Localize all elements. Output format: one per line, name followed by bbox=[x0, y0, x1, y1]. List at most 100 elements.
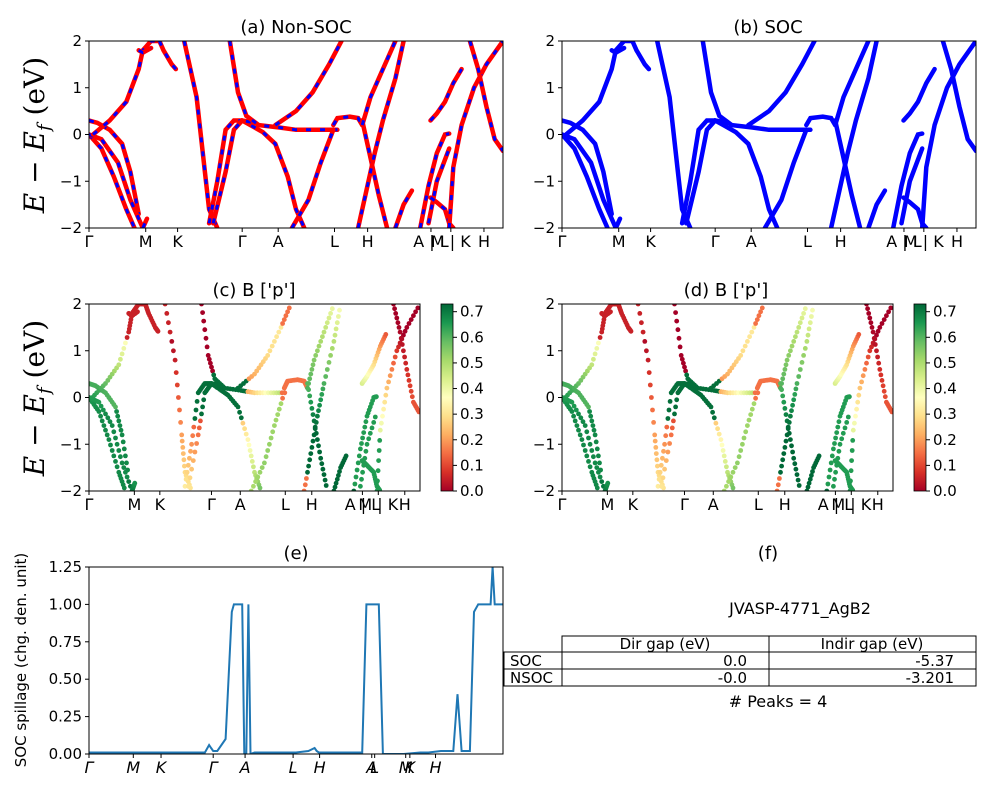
projection-point bbox=[416, 409, 420, 415]
projection-point bbox=[321, 329, 327, 335]
projection-point bbox=[210, 368, 216, 374]
projection-point bbox=[100, 407, 106, 413]
colorbar-tick-label: 0.0 bbox=[933, 482, 957, 500]
projection-point bbox=[711, 415, 717, 421]
projection-point bbox=[889, 409, 893, 415]
projection-point bbox=[333, 480, 339, 486]
projection-point bbox=[311, 357, 317, 363]
projection-point bbox=[308, 399, 314, 405]
projection-point bbox=[743, 429, 749, 435]
projection-point bbox=[756, 313, 762, 319]
projection-point bbox=[278, 401, 284, 407]
band-line-soc bbox=[630, 41, 652, 72]
band-line-nonsoc bbox=[359, 41, 398, 128]
projection-point bbox=[336, 314, 341, 319]
x-tick-label: M bbox=[612, 232, 626, 251]
projection-point bbox=[123, 469, 128, 475]
projection-point bbox=[376, 458, 381, 463]
y-tick-label: 0 bbox=[545, 389, 555, 407]
projection-point bbox=[882, 394, 888, 400]
projection-point bbox=[774, 488, 780, 491]
projection-point bbox=[796, 483, 802, 488]
projection-point bbox=[386, 379, 391, 385]
projection-point bbox=[675, 327, 681, 333]
projection-point bbox=[235, 404, 241, 410]
projection-point bbox=[96, 409, 102, 414]
projection-point bbox=[359, 441, 364, 446]
projection-point bbox=[872, 342, 878, 347]
band-line-dash bbox=[211, 118, 255, 224]
x-tick-label: L bbox=[281, 495, 290, 514]
projection-point bbox=[332, 484, 338, 490]
projection-point bbox=[171, 348, 176, 354]
projection-point bbox=[276, 406, 282, 412]
projection-point bbox=[404, 325, 410, 330]
projection-point bbox=[849, 448, 855, 453]
band-line-soc bbox=[562, 132, 610, 228]
projection-point bbox=[381, 406, 386, 412]
projection-point bbox=[374, 488, 380, 491]
x-tick-label: M bbox=[399, 758, 413, 777]
projection-point bbox=[376, 448, 382, 453]
projection-point bbox=[282, 390, 288, 396]
projection-point bbox=[862, 367, 868, 372]
projection-point bbox=[831, 446, 836, 452]
x-tick-label: L bbox=[330, 232, 339, 251]
projection-point bbox=[809, 473, 814, 478]
projection-point bbox=[782, 367, 788, 372]
projection-point bbox=[788, 437, 793, 442]
projection-point bbox=[309, 406, 315, 411]
colorbar-tick-label: 0.7 bbox=[460, 303, 484, 321]
band-line-nonsoc bbox=[89, 132, 150, 228]
projection-point bbox=[413, 309, 418, 315]
table-cell: -3.201 bbox=[906, 669, 954, 687]
projection-point bbox=[106, 437, 112, 442]
projection-point bbox=[869, 344, 874, 350]
projection-point bbox=[201, 318, 207, 324]
x-tick-label: M bbox=[126, 758, 140, 777]
projection-point bbox=[879, 378, 885, 383]
projection-point bbox=[392, 354, 398, 360]
projection-point bbox=[202, 327, 208, 333]
projection-point bbox=[205, 353, 211, 358]
projection-point bbox=[676, 335, 682, 341]
band-line-soc bbox=[901, 66, 937, 123]
projection-point bbox=[786, 353, 792, 358]
projection-point bbox=[323, 325, 329, 330]
projection-point bbox=[662, 441, 667, 447]
projection-point bbox=[864, 360, 869, 366]
projection-point bbox=[408, 388, 414, 394]
band-line-soc bbox=[563, 41, 635, 137]
projection-point bbox=[592, 460, 598, 466]
projection-point bbox=[274, 334, 279, 340]
colorbar-tick-label: 0.4 bbox=[933, 380, 957, 398]
projection-point bbox=[660, 475, 666, 481]
colorbar-tick-label: 0.6 bbox=[460, 328, 484, 346]
x-tick-label: H bbox=[430, 758, 442, 777]
axes-a: −2 −1 0 1 2 Γ M K Γ A L H A | LM | K H bbox=[60, 32, 490, 251]
projection-point bbox=[849, 458, 854, 463]
x-tick-label: A | L bbox=[413, 232, 449, 251]
projection-point bbox=[671, 418, 676, 424]
projection-point bbox=[596, 453, 601, 459]
projection-point bbox=[738, 448, 744, 453]
projection-point bbox=[807, 476, 813, 482]
projection-point bbox=[791, 339, 797, 344]
projection-point bbox=[806, 326, 812, 332]
projection-point bbox=[273, 417, 279, 423]
projection-point bbox=[324, 367, 330, 372]
projection-point bbox=[782, 406, 788, 411]
projection-point bbox=[118, 427, 124, 433]
projection-point bbox=[586, 459, 591, 464]
projection-point bbox=[832, 441, 837, 446]
projection-point bbox=[283, 313, 289, 319]
frame-b bbox=[561, 40, 977, 229]
projection-point bbox=[710, 409, 715, 415]
projection-point bbox=[184, 469, 190, 475]
projection-point bbox=[857, 385, 863, 391]
projection-point bbox=[176, 395, 181, 400]
band-line-soc bbox=[828, 41, 879, 228]
y-tick-label: 1.00 bbox=[49, 595, 82, 613]
projection-point bbox=[797, 320, 803, 326]
projection-point bbox=[109, 448, 115, 453]
